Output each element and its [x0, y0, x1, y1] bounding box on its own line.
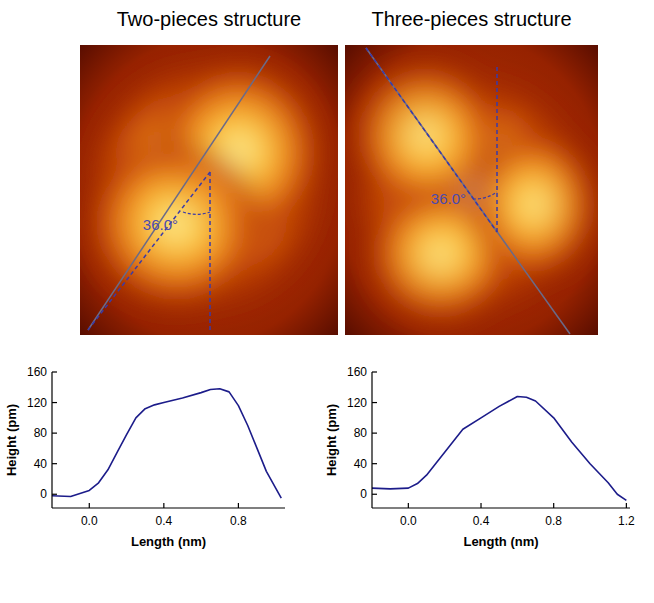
profile-curve	[52, 389, 281, 498]
y-tick	[52, 463, 57, 464]
angle-label: 36.0°	[143, 216, 178, 233]
x-tick-label: 0.4	[155, 514, 172, 528]
vertical-dash	[496, 66, 498, 232]
angle-arc	[473, 192, 497, 199]
blob-group	[90, 65, 320, 305]
profile-line	[88, 56, 270, 330]
y-tick-label: 40	[34, 457, 48, 471]
plot-area	[52, 389, 281, 498]
plot-area	[372, 396, 626, 500]
y-tick	[372, 371, 377, 372]
x-tick	[238, 503, 239, 508]
y-tick-label: 40	[354, 457, 368, 471]
angle-dash	[366, 48, 497, 232]
x-tick	[89, 503, 90, 508]
y-tick	[372, 463, 377, 464]
x-tick-label: 0.8	[230, 514, 247, 528]
blob-group	[355, 65, 595, 320]
y-tick-label: 80	[34, 426, 48, 440]
x-axis-title: Length (nm)	[463, 534, 538, 549]
y-tick	[372, 402, 377, 403]
x-tick-label: 0.0	[81, 514, 98, 528]
y-axis-title: Height (pm)	[4, 404, 19, 476]
stm-image	[80, 45, 338, 335]
x-axis	[372, 507, 630, 508]
x-tick-label: 0.0	[400, 514, 417, 528]
y-tick-label: 80	[354, 426, 368, 440]
x-tick-label: 0.8	[545, 514, 562, 528]
y-tick	[52, 402, 57, 403]
x-tick	[163, 503, 164, 508]
y-tick	[372, 433, 377, 434]
y-axis-title: Height (pm)	[324, 404, 339, 476]
vertical-dash	[209, 172, 211, 330]
x-tick	[480, 503, 481, 508]
blob	[355, 65, 495, 205]
y-axis	[371, 372, 372, 508]
profile-curve	[372, 396, 626, 500]
y-tick-label: 160	[347, 365, 367, 379]
y-tick	[52, 371, 57, 372]
x-tick	[408, 503, 409, 508]
y-tick-label: 0	[40, 487, 47, 501]
image-background	[80, 45, 338, 335]
x-tick-label: 1.2	[618, 514, 635, 528]
panel-title: Two-pieces structure	[117, 8, 302, 30]
x-axis-title: Length (nm)	[131, 534, 206, 549]
y-axis	[51, 372, 52, 508]
blob	[90, 145, 260, 305]
y-tick-label: 120	[27, 396, 47, 410]
y-tick	[372, 494, 377, 495]
blob	[475, 135, 595, 275]
panel-title: Three-pieces structure	[371, 8, 571, 30]
stm-image	[345, 45, 598, 335]
angle-label: 36.0°	[431, 190, 466, 207]
y-tick-label: 0	[360, 487, 367, 501]
y-tick-label: 160	[27, 365, 47, 379]
angle-arc	[183, 212, 210, 214]
figure: Two-pieces structure 36.0° Three-pieces st…	[0, 0, 654, 603]
x-axis	[52, 507, 285, 508]
y-tick	[52, 494, 57, 495]
x-tick-label: 0.4	[473, 514, 490, 528]
angle-dash	[88, 172, 210, 330]
image-background	[345, 45, 598, 335]
y-tick	[52, 433, 57, 434]
y-tick-label: 120	[347, 396, 367, 410]
x-tick	[553, 503, 554, 508]
profile-line	[366, 48, 570, 334]
x-tick	[626, 503, 627, 508]
